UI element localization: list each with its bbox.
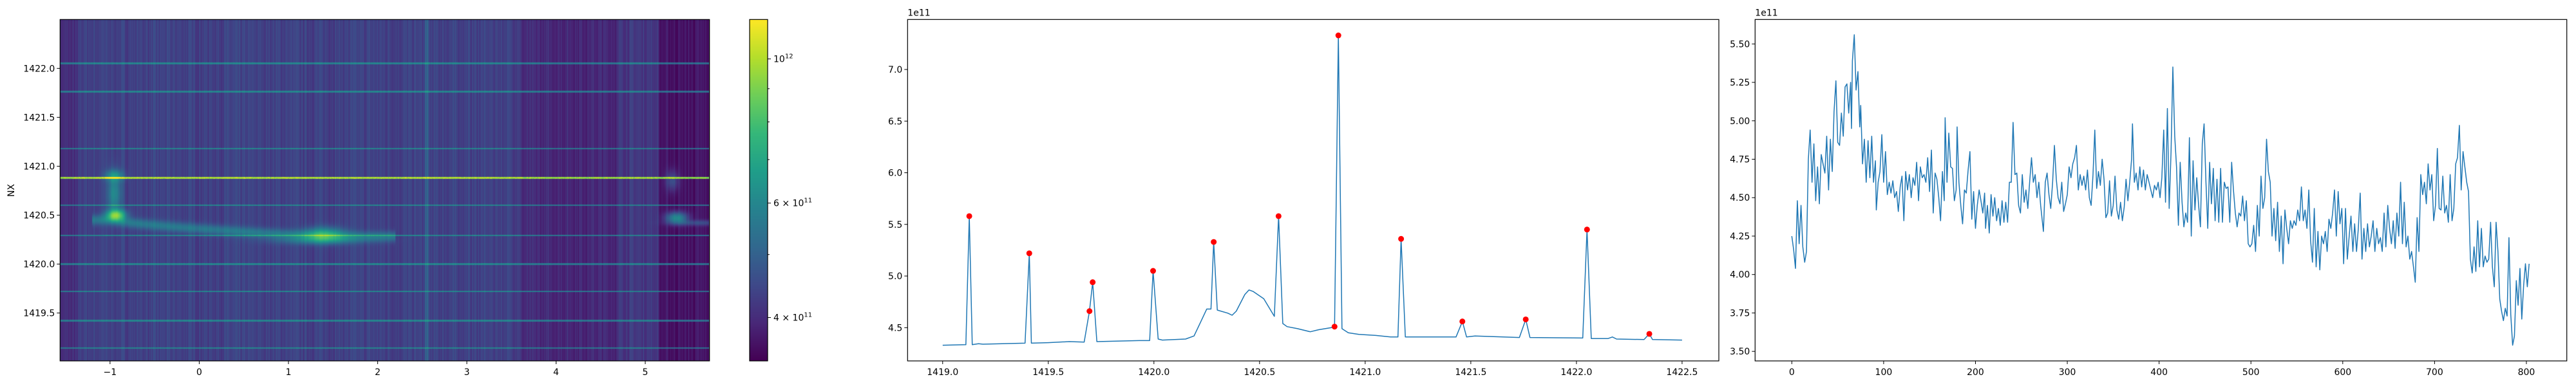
x-tick-label: 1419.5: [1032, 367, 1064, 378]
peak-marker: [1086, 308, 1093, 315]
y-tick-label: 1419.5: [23, 308, 55, 318]
x-tick-label: 1421.0: [1349, 367, 1381, 378]
colorbar-tick-label: 6 × 1011: [773, 198, 812, 209]
y-tick-label: 4.50: [1730, 193, 1750, 203]
colorbar-tick-label: 1012: [773, 53, 793, 65]
peak-marker: [1150, 268, 1156, 274]
colorbar-gradient: [750, 19, 768, 361]
x-tick-label: 700: [2426, 367, 2443, 378]
x-tick-label: 600: [2334, 367, 2351, 378]
y-tick-label: 1421.5: [23, 113, 55, 123]
x-tick-label: 1420.5: [1244, 367, 1275, 378]
y-tick-label: 7.0: [888, 65, 902, 75]
colorbar-tick-label: 4 × 1011: [773, 312, 812, 324]
x-tick-label: 500: [2242, 367, 2260, 378]
y-tick-label: 1420.0: [23, 259, 55, 270]
y-tick-label: 4.00: [1730, 270, 1750, 280]
peak-marker: [1026, 250, 1032, 257]
offset-label: 1e11: [1755, 8, 1777, 18]
y-tick-label: 5.25: [1730, 78, 1750, 88]
x-tick-label: 100: [1875, 367, 1893, 378]
peak-marker: [1459, 318, 1466, 325]
x-tick-label: 1419.0: [927, 367, 958, 378]
peak-marker: [1090, 279, 1096, 286]
peak-marker: [1335, 32, 1341, 39]
x-tick-label: 1422.5: [1666, 367, 1698, 378]
x-tick-label: 1421.5: [1455, 367, 1486, 378]
y-tick-label: 6.5: [888, 116, 902, 127]
axes-frame: [1754, 19, 2568, 362]
y-axis-label: NX: [6, 184, 17, 197]
series-line: [942, 35, 1682, 346]
axes-frame: [59, 19, 710, 362]
heatmap-image: [60, 19, 710, 361]
x-tick-label: 300: [2059, 367, 2076, 378]
peak-marker: [1275, 213, 1282, 219]
x-tick-label: 4: [553, 367, 559, 378]
x-tick-label: −1: [104, 367, 117, 378]
x-tick-label: 0: [1789, 367, 1795, 378]
y-tick-label: 3.75: [1730, 308, 1750, 318]
series-line: [1791, 34, 2530, 346]
x-tick-label: 400: [2150, 367, 2168, 378]
x-tick-label: 1422.0: [1560, 367, 1592, 378]
offset-label: 1e11: [907, 8, 930, 18]
peak-marker: [1646, 331, 1653, 337]
x-tick-label: 5: [643, 367, 649, 378]
y-tick-label: 5.5: [888, 220, 902, 230]
y-tick-label: 5.0: [888, 271, 902, 282]
x-tick-label: 1420.0: [1138, 367, 1170, 378]
peak-marker: [966, 213, 972, 219]
peak-marker: [1584, 226, 1590, 233]
peak-marker: [1398, 235, 1405, 242]
y-tick-label: 6.0: [888, 169, 902, 179]
x-tick-label: 3: [464, 367, 469, 378]
x-tick-label: 800: [2518, 367, 2535, 378]
y-tick-label: 4.75: [1730, 155, 1750, 165]
y-tick-label: 5.00: [1730, 116, 1750, 127]
axes-frame: [907, 19, 1719, 362]
y-tick-label: 3.50: [1730, 347, 1750, 357]
x-tick-label: 1: [285, 367, 291, 378]
peak-marker: [1211, 239, 1217, 245]
y-tick-label: 1421.0: [23, 161, 55, 172]
y-tick-label: 5.50: [1730, 39, 1750, 50]
timeseries-axes: 0 100 200 300 400 500 600 700 800 3.50 3.75 4.00 4.2…: [1730, 8, 2568, 378]
colorbar-frame: [749, 19, 768, 362]
peak-marker: [1522, 316, 1529, 322]
colorbar: 1012 6 × 1011 4 × 1011: [749, 19, 812, 362]
y-tick-label: 1422.0: [23, 64, 55, 74]
peak-marker: [1331, 324, 1338, 330]
spectrum-axes: 1419.0 1419.5 1420.0 1420.5 1421.0 1421.5 1422…: [888, 8, 1719, 378]
x-tick-label: 200: [1967, 367, 1984, 378]
heatmap-axes: −1 0 1 2 3 4 5 1419.5 1420.0 1420.5 1421.0 1421.5 14…: [6, 19, 710, 378]
x-tick-label: 0: [196, 367, 202, 378]
x-tick-label: 2: [375, 367, 381, 378]
y-tick-label: 1420.5: [23, 210, 55, 221]
y-tick-label: 4.25: [1730, 232, 1750, 242]
y-tick-label: 4.5: [888, 323, 902, 333]
